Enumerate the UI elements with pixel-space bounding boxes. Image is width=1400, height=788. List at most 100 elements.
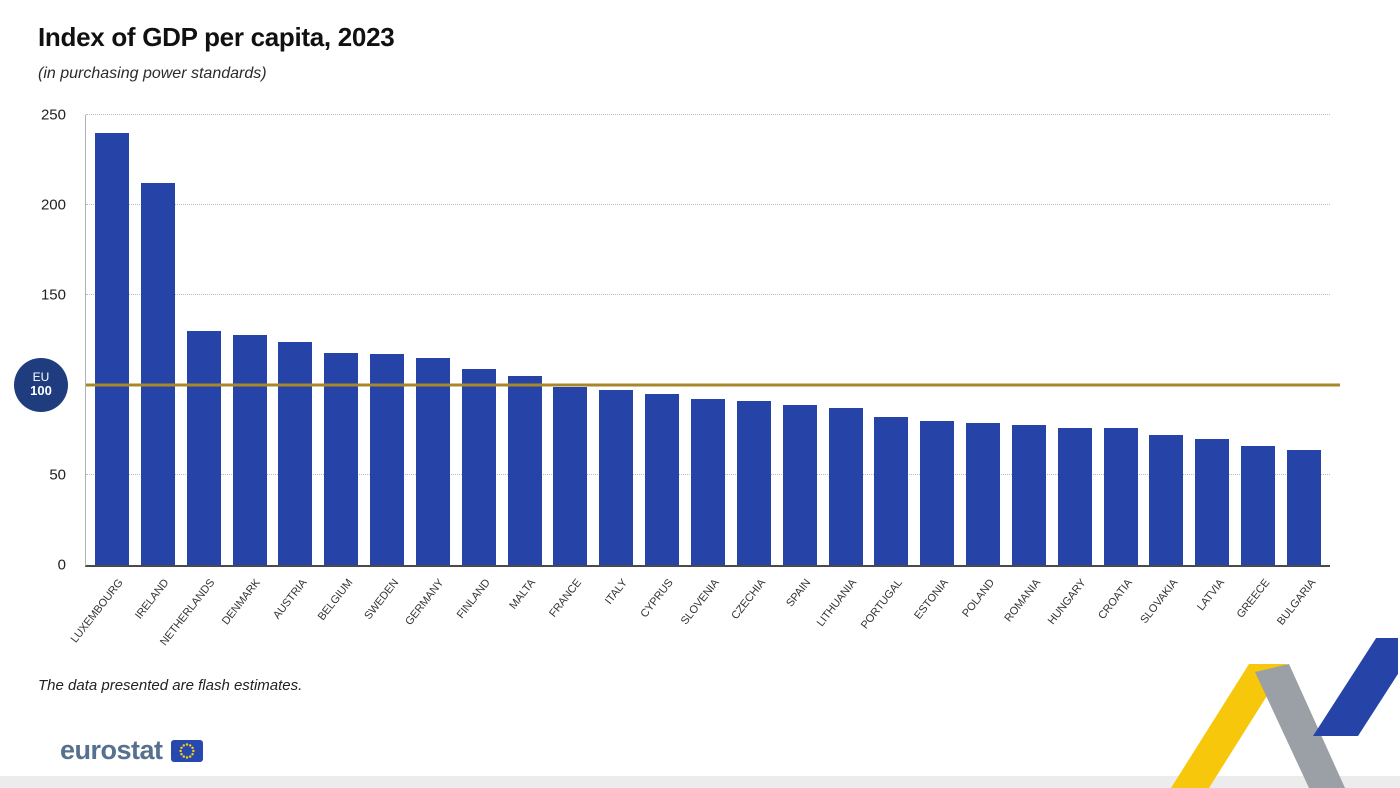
x-label-cell: FRANCE	[547, 567, 587, 671]
x-label-austria: AUSTRIA	[270, 577, 309, 622]
x-label-luxembourg: LUXEMBOURG	[68, 577, 126, 646]
x-label-denmark: DENMARK	[220, 577, 264, 628]
gridline-200	[86, 204, 1330, 205]
x-label-cell: BELGIUM	[315, 567, 357, 671]
bar-sweden	[370, 354, 405, 565]
x-label-cell: PORTUGAL	[859, 567, 908, 671]
bar-germany	[415, 358, 450, 565]
bar-chart: 0 50 150 200 250 EU 100 LUXEMBOURG IRELAND NET…	[0, 108, 1400, 671]
decorative-zigzag-graphic	[1171, 638, 1398, 788]
y-tick-50: 50	[49, 466, 66, 484]
bar-greece	[1241, 446, 1276, 565]
x-label-cell: POLAND	[960, 567, 1000, 671]
gridline-250	[86, 114, 1330, 115]
x-label-finland: FINLAND	[454, 577, 493, 621]
bar-austria	[278, 341, 313, 565]
x-axis-labels: LUXEMBOURG IRELAND NETHERLANDS DENMARK AUSTR…	[68, 567, 1330, 671]
x-label-lithuania: LITHUANIA	[815, 577, 860, 629]
x-label-malta: MALTA	[507, 577, 539, 612]
bar-bulgaria	[1286, 449, 1321, 565]
x-label-poland: POLAND	[960, 577, 998, 620]
eurostat-logo-text: eurostat	[60, 735, 163, 765]
bar-spain	[782, 404, 817, 565]
x-label-cell: ITALY	[599, 567, 633, 671]
page-title: Index of GDP per capita, 2023	[38, 22, 395, 52]
x-label-france: FRANCE	[547, 577, 585, 620]
bar-latvia	[1195, 439, 1230, 565]
y-tick-200: 200	[40, 196, 66, 214]
bar-netherlands	[186, 331, 221, 565]
x-label-cell: MALTA	[507, 567, 541, 671]
bar-finland	[461, 368, 496, 565]
x-label-slovakia: SLOVAKIA	[1138, 577, 1181, 627]
x-label-cell: NETHERLANDS	[158, 567, 220, 671]
x-label-spain: SPAIN	[784, 577, 814, 610]
x-label-slovenia: SLOVENIA	[678, 577, 722, 628]
x-label-bulgaria: BULGARIA	[1274, 577, 1319, 628]
bar-lithuania	[828, 408, 863, 565]
bar-slovakia	[1149, 435, 1184, 565]
x-label-czechia: CZECHIA	[728, 577, 768, 622]
y-axis: 0 50 150 200 250	[22, 108, 76, 573]
x-label-cell: AUSTRIA	[271, 567, 312, 671]
eu-reference-line	[86, 383, 1340, 387]
x-label-cell: CZECHIA	[729, 567, 770, 671]
x-label-cell: SPAIN	[782, 567, 816, 671]
x-label-italy: ITALY	[603, 577, 631, 607]
x-label-cell: ROMANIA	[1002, 567, 1046, 671]
x-label-cell: ESTONIA	[913, 567, 954, 671]
eu-flag-icon	[170, 739, 203, 762]
x-label-estonia: ESTONIA	[912, 577, 952, 622]
x-label-cell: CYPRUS	[639, 567, 679, 671]
bar-portugal	[874, 417, 909, 565]
footnote: The data presented are flash estimates.	[38, 677, 303, 694]
bar-ireland	[140, 183, 175, 565]
x-label-belgium: BELGIUM	[315, 577, 355, 623]
bar-luxembourg	[95, 133, 129, 565]
bar-poland	[966, 422, 1001, 565]
x-label-cell: SWEDEN	[362, 567, 403, 671]
y-tick-0: 0	[57, 556, 66, 574]
x-label-germany: GERMANY	[403, 577, 447, 628]
bar-france	[553, 386, 588, 565]
plot-area: 0 50 150 200 250 EU 100	[14, 108, 1340, 573]
bar-malta	[507, 376, 542, 565]
x-label-hungary: HUNGARY	[1046, 577, 1089, 628]
x-label-cell: IRELAND	[133, 567, 174, 671]
x-label-sweden: SWEDEN	[361, 577, 401, 622]
bar-czechia	[736, 401, 771, 565]
bar-denmark	[232, 334, 267, 565]
page-bottom-strip	[0, 776, 1400, 788]
bar-slovenia	[690, 399, 725, 565]
gridline-150	[86, 294, 1330, 295]
bar-italy	[599, 390, 634, 565]
x-label-ireland: IRELAND	[132, 577, 172, 622]
x-label-portugal: PORTUGAL	[859, 577, 906, 632]
x-label-cell: LUXEMBOURG	[68, 567, 128, 671]
bar-belgium	[324, 352, 359, 565]
eu-badge: EU 100	[14, 358, 68, 412]
bars	[86, 115, 1330, 565]
bar-estonia	[920, 421, 955, 565]
page-subtitle: (in purchasing power standards)	[38, 65, 267, 82]
x-label-romania: ROMANIA	[1002, 577, 1043, 625]
x-label-cell: GERMANY	[403, 567, 449, 671]
x-label-cell: DENMARK	[220, 567, 266, 671]
x-label-cell: HUNGARY	[1046, 567, 1091, 671]
x-label-croatia: CROATIA	[1096, 577, 1135, 622]
y-tick-250: 250	[40, 106, 66, 124]
y-tick-150: 150	[40, 286, 66, 304]
eurostat-logo: eurostat	[60, 735, 203, 766]
chart-header: Index of GDP per capita, 2023 (in purcha…	[0, 0, 1400, 83]
x-label-cell: SLOVENIA	[679, 567, 724, 671]
bar-croatia	[1103, 428, 1138, 565]
x-label-cell: CROATIA	[1096, 567, 1137, 671]
x-label-latvia: LATVIA	[1194, 577, 1227, 614]
eu-badge-line1: EU	[32, 370, 50, 385]
bar-cyprus	[645, 394, 680, 565]
bar-hungary	[1057, 428, 1092, 565]
x-label-greece: GREECE	[1234, 577, 1273, 621]
x-label-cell: FINLAND	[454, 567, 495, 671]
eu-badge-line2: 100	[30, 383, 52, 399]
bar-romania	[1011, 424, 1046, 565]
